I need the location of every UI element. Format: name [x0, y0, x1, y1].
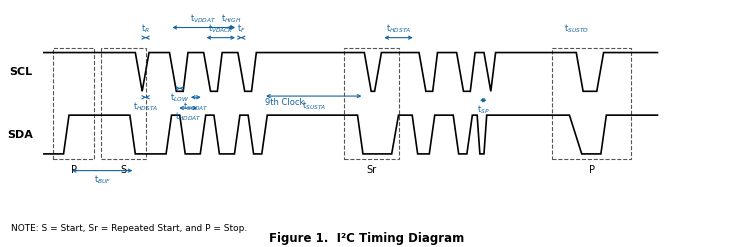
Text: t$_{BUF}$: t$_{BUF}$: [94, 174, 111, 186]
Text: Figure 1.  I²C Timing Diagram: Figure 1. I²C Timing Diagram: [269, 231, 465, 245]
Text: t$_{R}$: t$_{R}$: [141, 22, 150, 35]
Text: t$_{LOW}$: t$_{LOW}$: [170, 91, 189, 104]
Text: P: P: [589, 165, 595, 175]
Text: 9th Clock: 9th Clock: [265, 99, 305, 107]
Text: t$_{SUSTO}$: t$_{SUSTO}$: [564, 22, 589, 35]
Text: t$_{F}$: t$_{F}$: [237, 22, 246, 35]
Text: S: S: [120, 165, 126, 175]
Text: t$_{VDDAT}$: t$_{VDDAT}$: [191, 12, 217, 24]
Text: t$_{VDACK}$: t$_{VDACK}$: [208, 22, 234, 35]
Text: t$_{SUDAT}$: t$_{SUDAT}$: [183, 100, 208, 113]
Text: t$_{HDDAT}$: t$_{HDDAT}$: [175, 111, 202, 124]
Text: t$_{HDSTA}$: t$_{HDSTA}$: [386, 22, 411, 35]
Text: SCL: SCL: [10, 67, 33, 77]
Text: Sr: Sr: [366, 165, 377, 175]
Text: SDA: SDA: [7, 129, 33, 140]
Text: t$_{HIGH}$: t$_{HIGH}$: [221, 12, 241, 24]
Text: P: P: [70, 165, 77, 175]
Text: t$_{HDSTA}$: t$_{HDSTA}$: [133, 100, 159, 113]
Text: t$_{SP}$: t$_{SP}$: [477, 103, 490, 116]
Text: t$_{SUSTA}$: t$_{SUSTA}$: [302, 99, 326, 112]
Text: NOTE: S = Start, Sr = Repeated Start, and P = Stop.: NOTE: S = Start, Sr = Repeated Start, an…: [11, 225, 247, 233]
